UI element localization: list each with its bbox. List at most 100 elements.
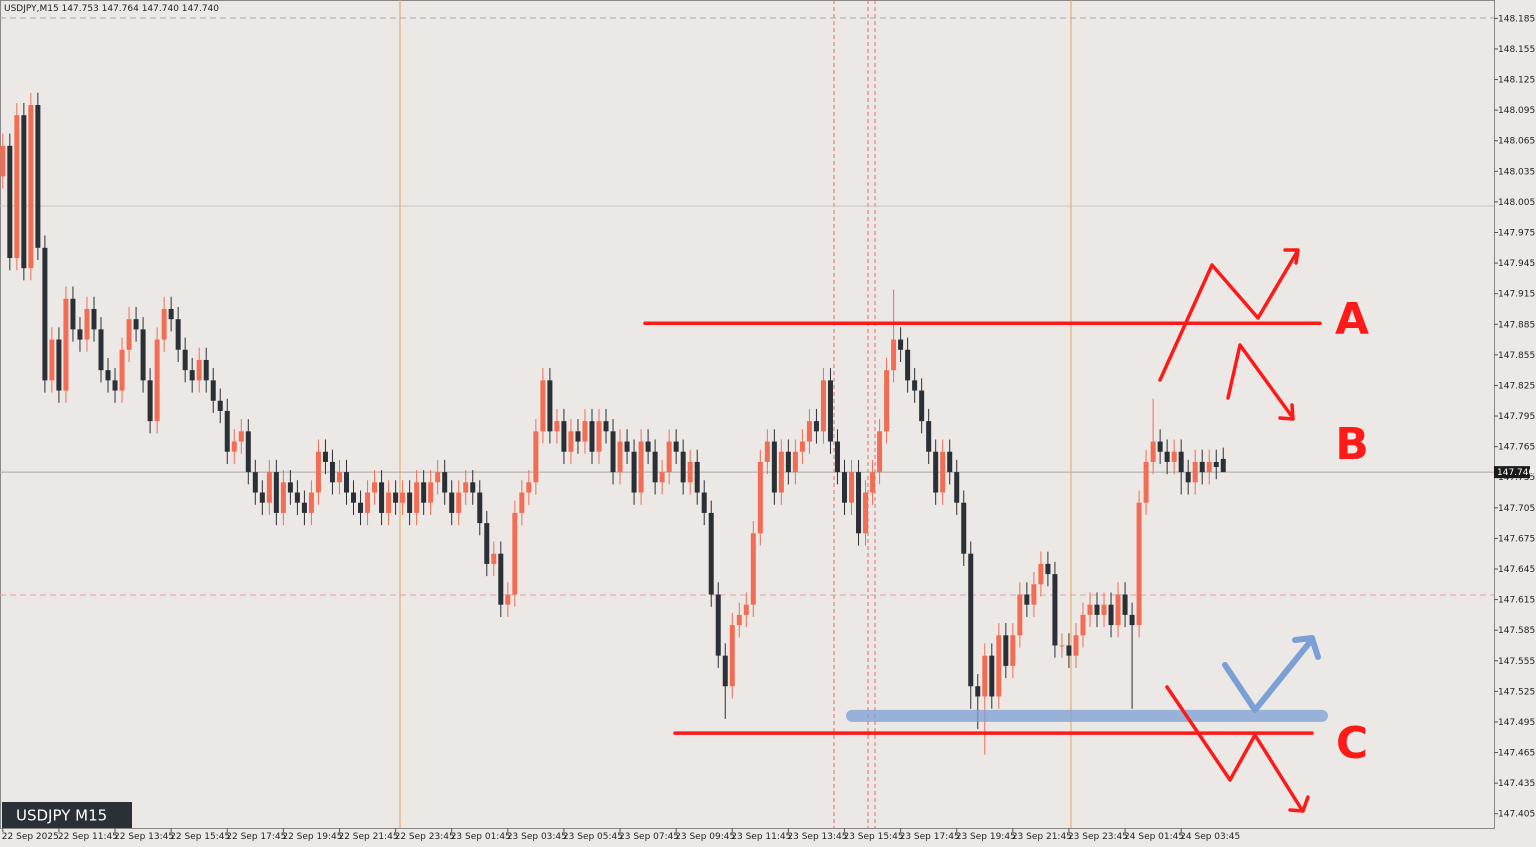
candle-body — [1038, 563, 1044, 585]
annotation-label: B — [1335, 419, 1369, 470]
y-tick-label: 147.765 — [1498, 443, 1535, 453]
x-tick-label: 22 Sep 23:45 — [395, 832, 455, 842]
candle-body — [982, 655, 988, 697]
candle-body — [841, 472, 847, 503]
candle-body — [540, 380, 546, 432]
y-tick-label: 148.095 — [1498, 106, 1535, 116]
candle-body — [596, 421, 602, 452]
candle-body — [449, 492, 455, 513]
y-tick-label: 147.435 — [1498, 779, 1535, 789]
candle-body — [365, 492, 371, 513]
candle-body — [77, 329, 83, 340]
candle-body — [231, 441, 237, 452]
y-tick-label: 147.705 — [1498, 504, 1535, 514]
candle-body — [91, 308, 97, 330]
x-tick-label: 22 Sep 17:45 — [226, 832, 286, 842]
candle-body — [1143, 461, 1149, 503]
candle-body — [771, 441, 777, 493]
candle-body — [168, 308, 174, 320]
candle-body — [442, 472, 448, 493]
candle-body — [1080, 614, 1086, 636]
candle-body — [729, 625, 735, 687]
candle-body — [792, 451, 798, 473]
y-tick-label: 147.915 — [1498, 290, 1535, 300]
candle-body — [245, 431, 251, 473]
candle-body — [905, 349, 911, 381]
x-tick-label: 22 Sep 21:45 — [338, 832, 398, 842]
candle-body — [484, 523, 490, 564]
candle-body — [161, 308, 167, 340]
candle-body — [940, 451, 946, 493]
candle-body — [568, 431, 574, 452]
y-tick-label: 147.645 — [1498, 565, 1535, 575]
candle-body — [1059, 645, 1065, 647]
x-tick-label: 22 Sep 11:45 — [58, 832, 118, 842]
candle-body — [806, 421, 812, 442]
x-tick-label: 22 Sep 13:45 — [114, 832, 174, 842]
x-tick-label: 24 Sep 03:45 — [1180, 832, 1240, 842]
candle-body — [834, 441, 840, 473]
candle-body — [575, 431, 581, 442]
candle-body — [351, 492, 357, 503]
candle-body — [421, 482, 427, 503]
candle-body — [477, 492, 483, 524]
candle-body — [1024, 594, 1030, 605]
candle-body — [505, 594, 511, 605]
candle-body — [533, 431, 539, 483]
x-tick-label: 22 Sep 2025 — [2, 832, 59, 842]
candle-body — [189, 370, 195, 381]
candle-body — [456, 492, 462, 513]
x-tick-label: 23 Sep 09:45 — [675, 832, 735, 842]
candle-body — [687, 461, 693, 483]
candle-body — [1171, 451, 1177, 462]
candle-body — [947, 451, 953, 473]
candle-body — [736, 614, 742, 626]
annotation-label: C — [1336, 718, 1368, 769]
candle-body — [498, 553, 504, 605]
candle-body — [379, 482, 385, 513]
candle-body — [926, 421, 932, 452]
candle-body — [1192, 461, 1198, 483]
candle-body — [954, 472, 960, 503]
candle-body — [70, 298, 76, 330]
x-tick-label: 23 Sep 23:45 — [1068, 832, 1128, 842]
candle-body — [989, 655, 995, 697]
candle-body — [898, 339, 904, 350]
candle-body — [764, 441, 770, 462]
candle-body — [414, 482, 420, 513]
arrow — [1222, 635, 1321, 713]
candle-body — [98, 329, 104, 371]
candle-body — [126, 319, 132, 350]
y-tick-label: 148.155 — [1498, 45, 1535, 55]
candle-body — [1052, 574, 1058, 646]
candle-body — [203, 359, 209, 381]
candle-body — [1157, 441, 1163, 452]
candle-body — [386, 492, 392, 513]
candle-body — [1164, 451, 1170, 462]
candle-body — [196, 359, 202, 381]
candle-body — [680, 451, 686, 483]
candle-body — [603, 421, 609, 432]
candle-body — [63, 298, 69, 391]
candle-body — [820, 380, 826, 432]
candle-body — [1017, 594, 1023, 636]
candle-body — [582, 421, 588, 442]
candle-body — [435, 472, 441, 483]
x-tick-label: 23 Sep 15:45 — [843, 832, 903, 842]
candle-body — [701, 492, 707, 513]
candle-body — [1199, 461, 1205, 473]
candle-body — [21, 115, 27, 269]
y-tick-label: 147.495 — [1498, 718, 1535, 728]
header: USDJPY,M15 147.753 147.764 147.740 147.7… — [4, 4, 219, 14]
candle-body — [526, 482, 532, 493]
candle-body — [666, 441, 672, 473]
candle-body — [315, 451, 321, 493]
candle-body — [112, 380, 118, 391]
candle-body — [912, 380, 918, 391]
symbol-box — [2, 802, 132, 828]
candle-body — [849, 472, 855, 503]
candle-body — [694, 461, 700, 493]
arrow — [1165, 685, 1310, 813]
y-tick-label: 147.405 — [1498, 810, 1535, 820]
candle-body — [799, 441, 805, 452]
